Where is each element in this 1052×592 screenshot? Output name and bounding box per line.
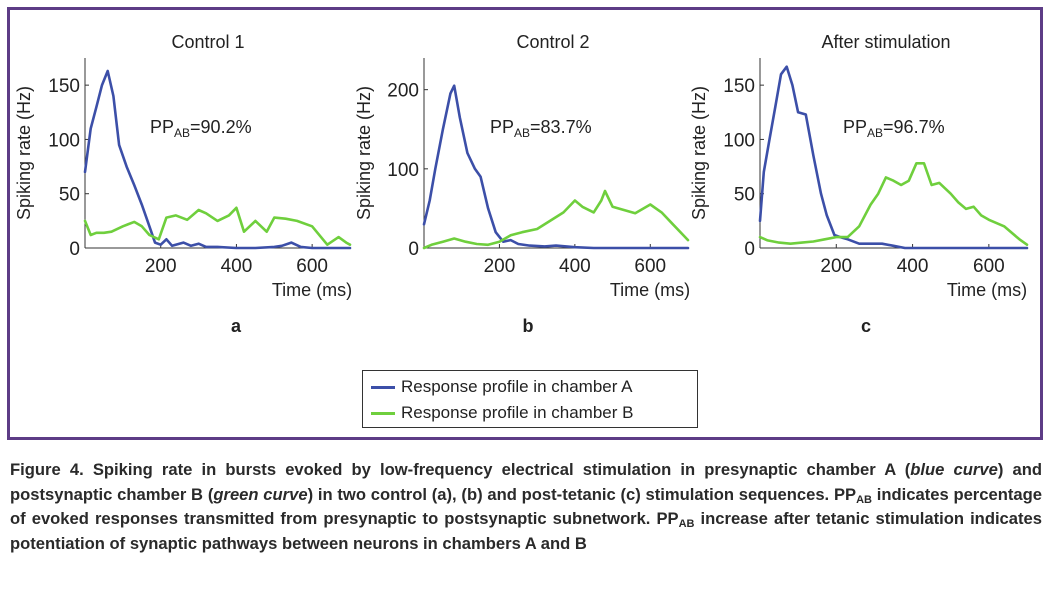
chart-c-ytick-label-2: 100 [723,130,755,151]
chart-b-xtick-label-0: 200 [484,256,516,277]
chart-b-title: Control 2 [516,32,589,52]
figure-plots: 0 50 100 150 200 400 600 Control 1 Time (ms) Spik… [14,32,1029,336]
legend-label-a: Response profile in chamber A [401,377,633,396]
chart-c-xtick-label-1: 400 [897,256,929,277]
caption-text-5: increase after tetanic stimulation indic… [10,509,1043,553]
caption-text-2: ) and postsynaptic chamber B ( [10,460,1042,504]
chart-a-annotation-value: =90.2% [190,117,252,137]
chart-c-xtick-label-0: 200 [820,256,852,277]
chart-a-annotation-prefix: PP [150,117,174,137]
chart-b-annotation-value: =83.7% [530,117,592,137]
caption-text-1: Spiking rate in bursts evoked by low-fre… [83,460,911,479]
chart-c-series-b-line [758,162,1029,246]
caption-sub-2: AB [678,518,695,531]
chart-c-xtick-label-2: 600 [973,256,1005,277]
chart-c-annotation: PPAB=96.7% [843,117,945,140]
chart-b-ytick-label-1: 100 [387,160,419,181]
legend-swatch-b [371,412,395,415]
chart-c-ylabel: Spiking rate (Hz) [689,86,709,220]
chart-b-xtick-label-1: 400 [559,256,591,277]
chart-a-title: Control 1 [171,32,244,52]
chart-c-ytick-label-3: 150 [723,76,755,97]
chart-c-panel-label: c [861,316,871,336]
chart-c-annotation-sub: AB [867,126,883,140]
caption-figure-label: Figure 4. [10,460,84,479]
chart-b-ytick-label-2: 200 [387,81,419,102]
chart-a-annotation: PPAB=90.2% [150,117,252,140]
legend-item-chamber-a: Response profile in chamber A [363,375,697,399]
chart-a-xtick-label-0: 200 [145,256,177,277]
chart-c-title: After stimulation [821,32,950,52]
chart-a-ytick-label-0: 0 [69,239,80,260]
chart-a-xlabel: Time (ms) [272,280,352,300]
caption-blue-curve: blue curve [910,460,998,479]
chart-a-series-a-line [83,69,352,250]
chart-c-annotation-prefix: PP [843,117,867,137]
chart-c-annotation-value: =96.7% [883,117,945,137]
chart-c-xlabel: Time (ms) [947,280,1027,300]
chart-b-annotation-sub: AB [514,126,530,140]
chart-b-xlabel: Time (ms) [610,280,690,300]
legend-swatch-a [371,386,395,389]
chart-a-annotation-sub: AB [174,126,190,140]
legend: Response profile in chamber A Response p… [362,370,698,428]
legend-label-b: Response profile in chamber B [401,403,634,422]
chart-c-ytick-label-0: 0 [744,239,755,260]
caption-text-4: indicates percentage of evoked responses… [10,484,1042,529]
chart-a-panel-label: a [231,316,242,336]
chart-b-panel-label: b [523,316,534,336]
chart-b-xtick-label-2: 600 [634,256,666,277]
chart-c-series-a-line [758,65,1029,250]
chart-b-ytick-label-0: 0 [408,239,419,260]
chart-a-series-b-line [83,206,352,246]
figure-frame [7,7,1043,440]
chart-a-ytick-label-2: 100 [48,130,80,151]
chart-a-ytick-label-3: 150 [48,76,80,97]
chart-b-ylabel: Spiking rate (Hz) [354,86,374,220]
chart-a-xtick-label-1: 400 [221,256,253,277]
chart-a-ylabel: Spiking rate (Hz) [14,86,34,220]
caption-text-3: ) in two control (a), (b) and post-tetan… [307,484,857,504]
chart-a-xtick-label-2: 600 [296,256,328,277]
chart-c-ytick-label-1: 50 [734,185,755,206]
chart-a-ytick-label-1: 50 [59,185,80,206]
chart-b-annotation: PPAB=83.7% [490,117,592,140]
figure-caption: Figure 4. Spiking rate in bursts evoked … [10,458,1042,556]
legend-item-chamber-b: Response profile in chamber B [363,401,697,425]
chart-b-annotation-prefix: PP [490,117,514,137]
caption-sub-1: AB [856,493,872,506]
caption-green-curve: green curve [213,484,308,504]
chart-b-series-a-line [422,84,690,250]
chart-b-series-b-line [422,189,690,250]
